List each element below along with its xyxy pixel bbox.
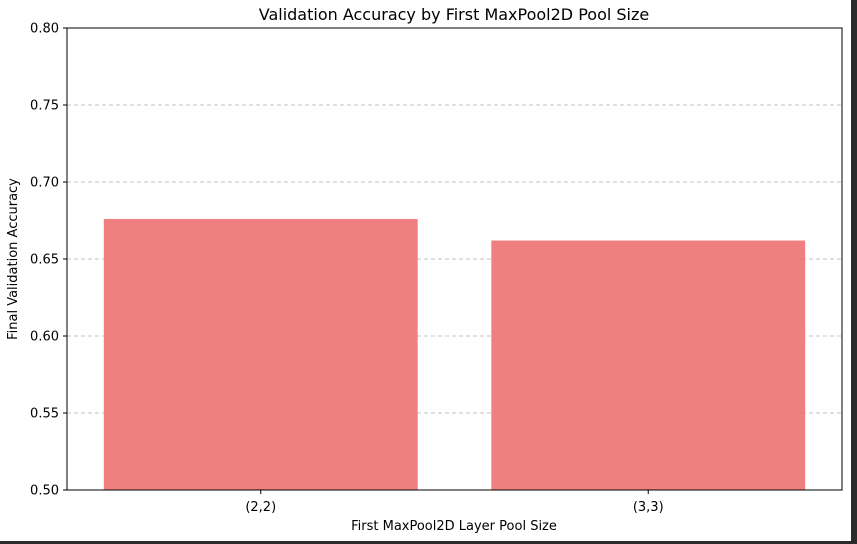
y-tick-label: 0.55 xyxy=(30,407,59,422)
bars xyxy=(103,218,806,490)
window-edge-bottom xyxy=(0,541,857,544)
y-tick-label: 0.80 xyxy=(30,22,59,37)
x-tick-label: (2,2) xyxy=(245,500,276,515)
chart-title: Validation Accuracy by First MaxPool2D P… xyxy=(259,5,650,24)
x-tick-label: (3,3) xyxy=(633,500,664,515)
y-tick-label: 0.60 xyxy=(30,330,59,345)
x-axis-ticks: (2,2) (3,3) xyxy=(245,490,664,515)
window-edge-right xyxy=(851,0,857,544)
x-axis-label: First MaxPool2D Layer Pool Size xyxy=(351,519,557,534)
y-tick-label: 0.75 xyxy=(30,99,59,114)
y-axis-label: Final Validation Accuracy xyxy=(6,178,21,340)
y-tick-label: 0.65 xyxy=(30,253,59,268)
y-tick-label: 0.70 xyxy=(30,176,59,191)
bar-2 xyxy=(491,240,806,490)
y-tick-label: 0.50 xyxy=(30,484,59,499)
bar-1 xyxy=(103,218,418,490)
y-axis-ticks: 0.50 0.55 0.60 0.65 0.70 0.75 0.80 xyxy=(30,22,67,499)
